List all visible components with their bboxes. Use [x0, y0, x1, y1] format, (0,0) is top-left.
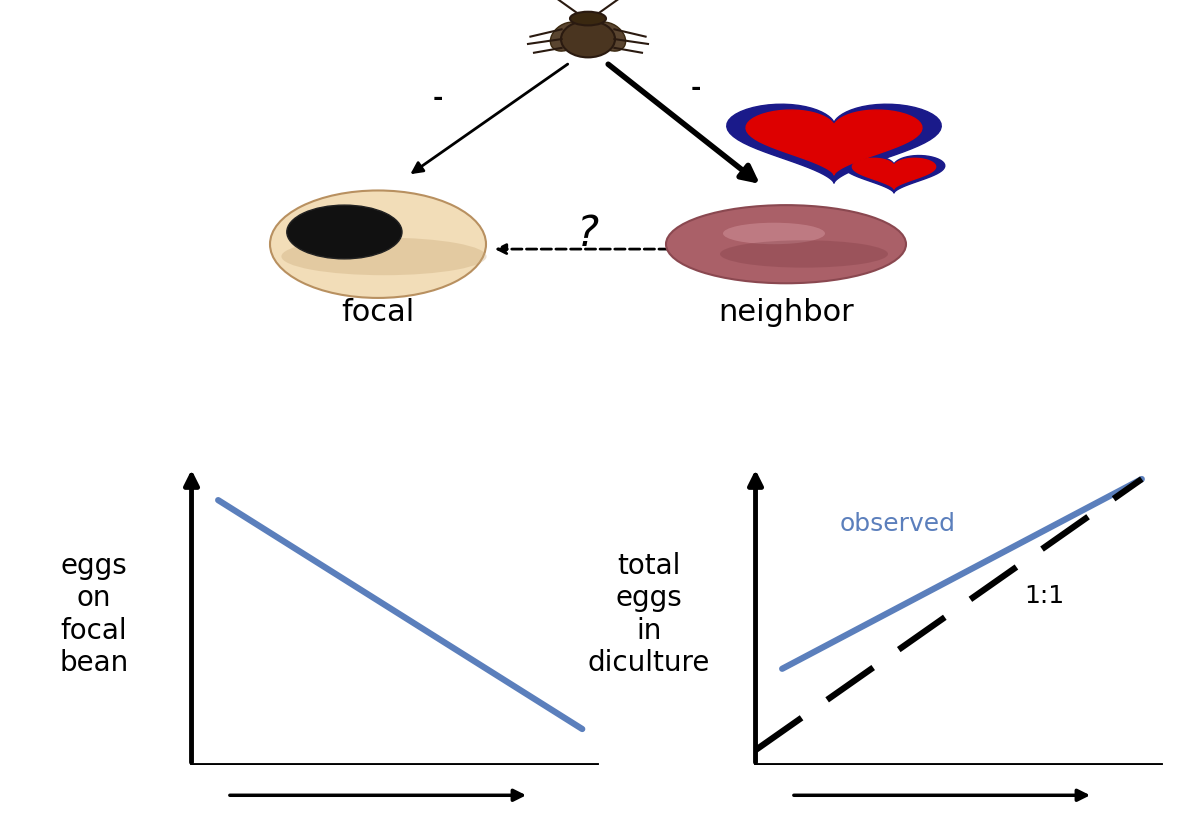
Polygon shape — [852, 158, 936, 189]
Ellipse shape — [562, 21, 616, 57]
Text: total
eggs
in
diculture: total eggs in diculture — [588, 552, 710, 677]
Ellipse shape — [720, 240, 888, 268]
Polygon shape — [746, 110, 922, 175]
Ellipse shape — [570, 11, 606, 25]
Ellipse shape — [666, 205, 906, 283]
Text: ?: ? — [577, 213, 599, 256]
Text: observed: observed — [840, 512, 955, 536]
Ellipse shape — [722, 223, 826, 244]
Text: -: - — [433, 85, 443, 110]
Ellipse shape — [270, 190, 486, 298]
Text: 1:1: 1:1 — [1024, 584, 1064, 609]
Polygon shape — [535, 782, 586, 813]
Polygon shape — [844, 155, 944, 193]
Text: focal: focal — [341, 298, 415, 327]
Ellipse shape — [594, 22, 625, 51]
Text: -: - — [691, 76, 701, 100]
Text: eggs
on
focal
bean: eggs on focal bean — [59, 552, 128, 677]
Ellipse shape — [551, 22, 582, 51]
Polygon shape — [727, 104, 941, 183]
Polygon shape — [191, 791, 220, 809]
Text: neighbor: neighbor — [718, 298, 854, 327]
Ellipse shape — [281, 238, 487, 275]
Ellipse shape — [287, 205, 402, 259]
